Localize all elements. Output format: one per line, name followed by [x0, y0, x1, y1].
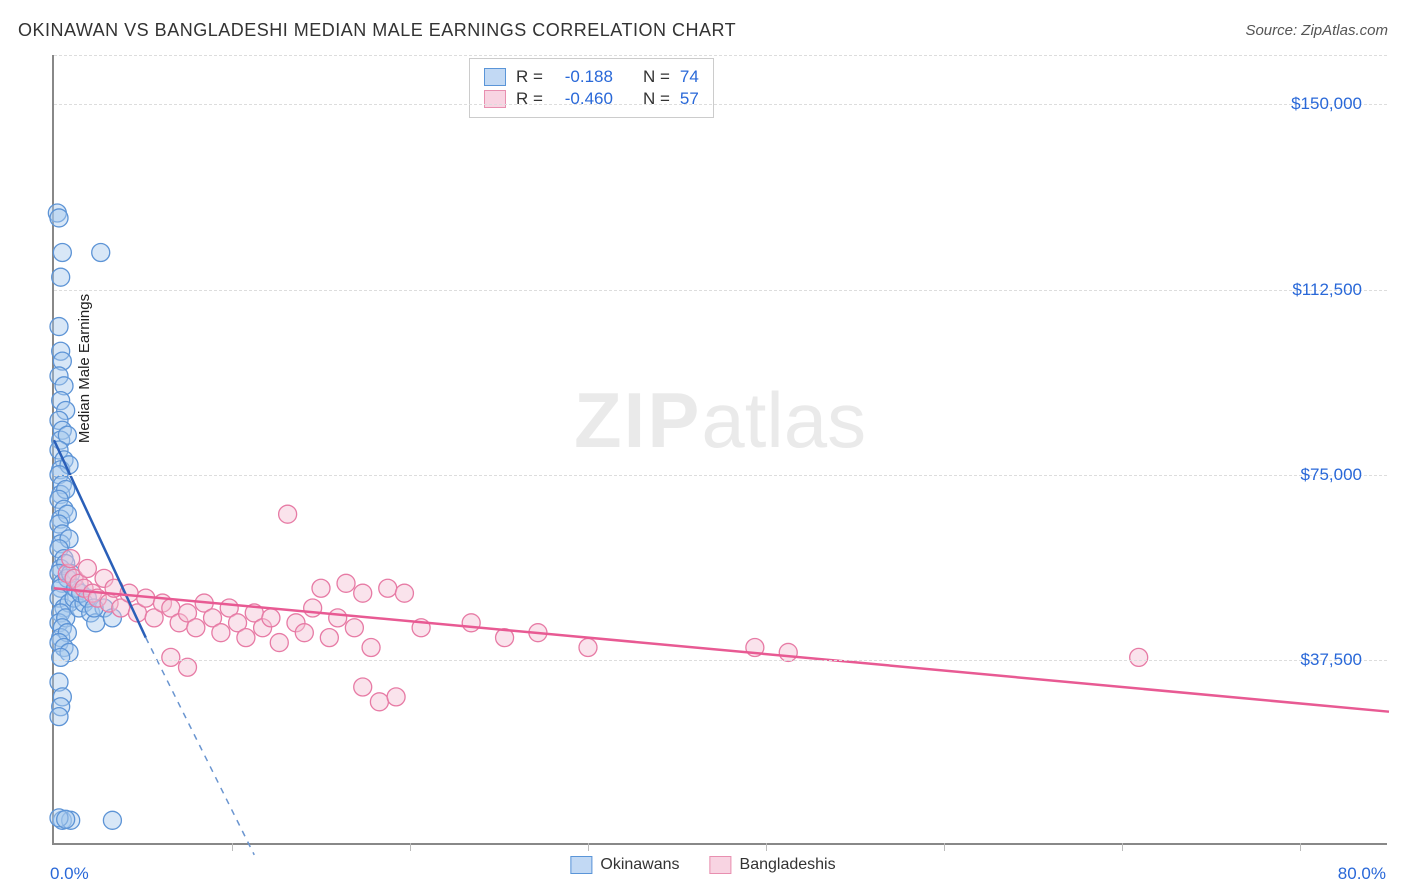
r-label: R = [516, 67, 543, 87]
source-label: Source: ZipAtlas.com [1245, 22, 1388, 39]
y-tick-label: $150,000 [1291, 94, 1362, 114]
n-label: N = [643, 67, 670, 87]
y-tick-label: $75,000 [1301, 465, 1362, 485]
stats-legend: R = -0.188 N = 74 R = -0.460 N = 57 [469, 58, 714, 118]
x-max-label: 80.0% [1338, 864, 1386, 884]
chart-title: OKINAWAN VS BANGLADESHI MEDIAN MALE EARN… [18, 20, 736, 41]
bottom-legend: Okinawans Bangladeshis [570, 856, 835, 874]
scatter-chart [54, 55, 1387, 843]
legend-label-1: Okinawans [600, 856, 679, 874]
n-label: N = [643, 89, 670, 109]
y-tick-label: $112,500 [1292, 280, 1362, 300]
swatch-pink-icon [710, 856, 732, 874]
plot-area: ZIPatlas R = -0.188 N = 74 R = -0.460 N … [52, 55, 1387, 845]
swatch-blue-icon [570, 856, 592, 874]
r-label: R = [516, 89, 543, 109]
n-value-2: 57 [680, 89, 699, 109]
n-value-1: 74 [680, 67, 699, 87]
x-min-label: 0.0% [50, 864, 89, 884]
r-value-1: -0.188 [553, 67, 613, 87]
r-value-2: -0.460 [553, 89, 613, 109]
y-tick-label: $37,500 [1301, 650, 1362, 670]
legend-label-2: Bangladeshis [740, 856, 836, 874]
swatch-blue-icon [484, 68, 506, 86]
